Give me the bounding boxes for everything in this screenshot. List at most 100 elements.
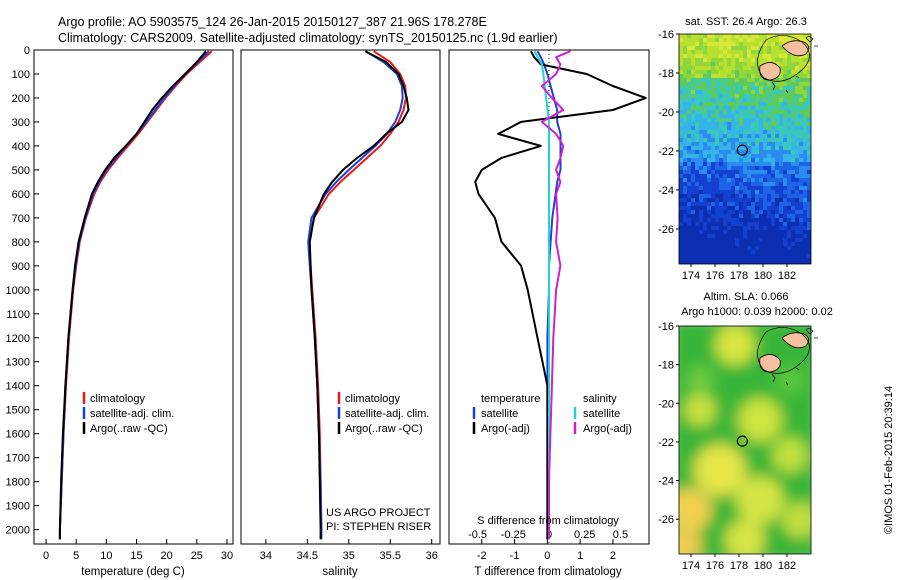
sst-cell: [743, 206, 748, 211]
sst-cell: [715, 62, 720, 67]
sst-cell: [679, 194, 684, 199]
sst-cell: [711, 198, 716, 203]
sst-cell: [735, 210, 740, 215]
sst-cell: [767, 150, 772, 155]
sst-cell: [727, 126, 732, 131]
sst-cell: [783, 142, 788, 147]
sst-cell: [739, 154, 744, 159]
sst-cell: [703, 102, 708, 107]
sst-cell: [755, 126, 760, 131]
map-y-tick-label: -18: [658, 68, 674, 80]
sst-cell: [735, 174, 740, 179]
sst-cell: [783, 126, 788, 131]
sst-cell: [707, 226, 712, 231]
sst-cell: [735, 182, 740, 187]
sst-cell: [687, 74, 692, 79]
y-tick-label: 1500: [6, 405, 30, 417]
sst-cell: [807, 222, 811, 227]
sst-cell: [715, 82, 720, 87]
sst-cell: [767, 162, 772, 167]
sst-cell: [683, 34, 688, 39]
sst-cell: [691, 198, 696, 203]
sst-cell: [679, 58, 684, 63]
sst-cell: [803, 218, 808, 223]
sst-cell: [687, 34, 692, 39]
sst-cell: [803, 54, 808, 59]
y-tick-label: 400: [12, 141, 30, 153]
sst-cell: [799, 238, 804, 243]
sst-cell: [763, 250, 768, 255]
sst-cell: [787, 182, 792, 187]
sst-cell: [795, 78, 800, 83]
sst-cell: [679, 106, 684, 111]
sst-cell: [743, 70, 748, 75]
sst-cell: [691, 226, 696, 231]
sst-cell: [687, 42, 692, 47]
sst-cell: [783, 122, 788, 127]
sst-cell: [759, 158, 764, 163]
sst-cell: [791, 106, 796, 111]
sst-cell: [703, 166, 708, 171]
sst-cell: [679, 206, 684, 211]
sst-cell: [747, 34, 752, 39]
legend-t-satellite-label: satellite: [481, 408, 518, 420]
sst-cell: [763, 46, 768, 51]
x-tick-label: 25: [191, 550, 203, 562]
sst-cell: [759, 118, 764, 123]
sst-cell: [695, 226, 700, 231]
sst-cell: [783, 226, 788, 231]
sst-cell: [695, 174, 700, 179]
sst-cell: [771, 170, 776, 175]
sst-cell: [743, 122, 748, 127]
sst-cell: [799, 254, 804, 259]
sst-cell: [763, 98, 768, 103]
sst-cell: [743, 34, 748, 39]
sst-cell: [755, 42, 760, 47]
sst-cell: [711, 226, 716, 231]
sst-cell: [747, 214, 752, 219]
sst-cell: [779, 126, 784, 131]
sst-cell: [695, 206, 700, 211]
sst-cell: [755, 258, 760, 263]
y-tick-label: 1100: [6, 309, 30, 321]
sst-cell: [739, 118, 744, 123]
sst-cell: [679, 242, 684, 247]
sst-cell: [767, 190, 772, 195]
sst-cell: [731, 158, 736, 163]
sst-cell: [703, 130, 708, 135]
sst-cell: [795, 98, 800, 103]
sst-cell: [791, 110, 796, 115]
sst-cell: [687, 70, 692, 75]
sst-cell: [763, 222, 768, 227]
sst-cell: [715, 154, 720, 159]
sst-cell: [699, 54, 704, 59]
sst-cell: [791, 58, 796, 63]
sst-cell: [727, 198, 732, 203]
sst-cell: [723, 182, 728, 187]
sst-cell: [803, 170, 808, 175]
sst-cell: [763, 54, 768, 59]
sst-cell: [791, 198, 796, 203]
sst-cell: [695, 222, 700, 227]
sst-cell: [703, 114, 708, 119]
sst-cell: [771, 54, 776, 59]
sst-cell: [755, 34, 760, 39]
sst-cell: [763, 134, 768, 139]
sst-cell: [695, 258, 700, 263]
sst-cell: [763, 110, 768, 115]
sst-cell: [683, 254, 688, 259]
sst-cell: [791, 206, 796, 211]
sst-cell: [795, 106, 800, 111]
sst-cell: [707, 222, 712, 227]
sst-cell: [711, 194, 716, 199]
sst-cell: [719, 106, 724, 111]
sst-cell: [719, 258, 724, 263]
sst-cell: [751, 94, 756, 99]
sst-cell: [699, 190, 704, 195]
sst-cell: [795, 74, 800, 79]
sst-cell: [731, 198, 736, 203]
sst-cell: [747, 78, 752, 83]
sst-cell: [731, 90, 736, 95]
sst-cell: [691, 178, 696, 183]
sst-cell: [767, 110, 772, 115]
